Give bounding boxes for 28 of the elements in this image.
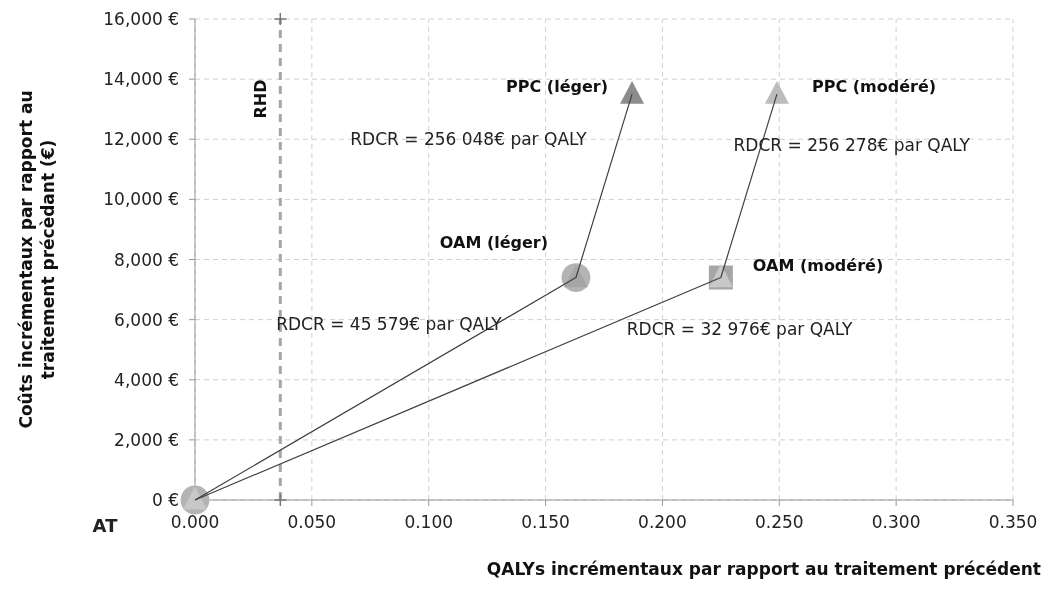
y-tick-label: 2,000 € bbox=[114, 429, 179, 450]
annotation: PPC (modéré) bbox=[811, 77, 937, 97]
x-tick-label: 0.350 bbox=[988, 512, 1038, 532]
annotation: RDCR = 32 976€ par QALY bbox=[626, 318, 853, 339]
y-tick-label: 12,000 € bbox=[103, 129, 179, 150]
y-tick-label: 16,000 € bbox=[103, 9, 179, 29]
y-tick-label: 14,000 € bbox=[103, 69, 179, 90]
ref-line-label: RHD bbox=[251, 79, 271, 119]
y-tick-label: 8,000 € bbox=[114, 249, 179, 270]
annotation: RDCR = 256 278€ par QALY bbox=[733, 135, 971, 156]
x-axis-title: QALYs incrémentaux par rapport au traitement précédent bbox=[486, 559, 1041, 579]
x-tick-label: 0.150 bbox=[521, 512, 570, 532]
x-tick-label: 0.300 bbox=[871, 512, 921, 532]
x-tick-label: 0.100 bbox=[404, 512, 454, 532]
x-tick-label: 0.200 bbox=[638, 512, 687, 532]
y-axis-title: Coûts incrémentaux par rapport au traitement précèdant (€) bbox=[16, 90, 58, 429]
x-tick-label: 0.050 bbox=[287, 512, 337, 532]
x-tick-label: 0.000 bbox=[170, 512, 220, 532]
y-tick-label: 0 € bbox=[151, 490, 179, 510]
x-tick-label: 0.250 bbox=[754, 512, 804, 532]
annotation: OAM (léger) bbox=[439, 232, 549, 252]
y-tick-label: 4,000 € bbox=[114, 369, 179, 390]
annotation: RDCR = 256 048€ par QALY bbox=[350, 129, 588, 150]
annotation: OAM (modéré) bbox=[752, 255, 884, 275]
y-tick-label: 10,000 € bbox=[103, 189, 179, 210]
annotation: PPC (léger) bbox=[506, 77, 609, 97]
y-tick-label: 6,000 € bbox=[114, 309, 179, 330]
text: AT bbox=[92, 515, 119, 536]
